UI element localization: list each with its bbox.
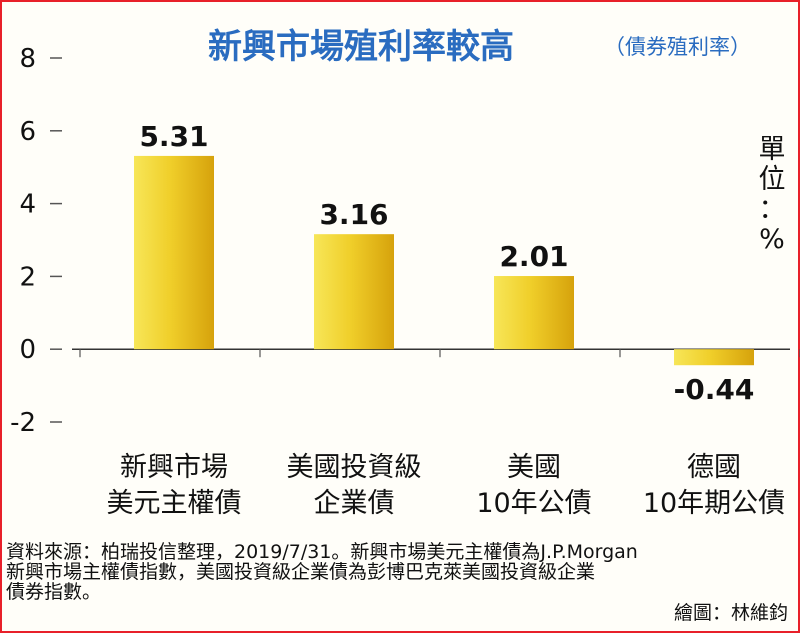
category-label: 新興市場	[120, 452, 228, 483]
category-label: 美國投資級	[287, 452, 422, 483]
value-labels: 5.31 3.16 2.01 -0.44	[139, 120, 754, 406]
category-label: 美國	[507, 452, 561, 483]
unit-label: 單位：%	[759, 134, 786, 255]
unit-char: 位	[759, 164, 786, 195]
bar	[134, 155, 214, 350]
category-label: 美元主權債	[107, 488, 242, 519]
y-tick-label: 8	[19, 44, 36, 74]
y-axis: 8 6 4 2 0 -2	[10, 44, 62, 438]
category-label: 10年期公債	[643, 488, 785, 519]
bar	[494, 276, 574, 350]
chart-subtitle: （債券殖利率）	[604, 35, 751, 59]
source-line-1: 資料來源：柏瑞投信整理，2019/7/31。新興市場美元主權債為J.P.Morg…	[6, 541, 638, 563]
source-line-3: 債券指數。	[6, 581, 102, 603]
value-label: 2.01	[499, 240, 568, 273]
unit-char: ：	[759, 194, 786, 225]
unit-char: 單	[759, 134, 786, 165]
credit: 繪圖：林維鈞	[673, 602, 788, 624]
bar	[314, 234, 394, 350]
chart-title: 新興市場殖利率較高	[208, 27, 514, 67]
y-tick-label: 2	[19, 262, 36, 292]
y-tick-label: -2	[10, 408, 36, 438]
y-tick-label: 4	[19, 190, 36, 220]
value-label: -0.44	[674, 373, 755, 406]
source-note: 資料來源：柏瑞投信整理，2019/7/31。新興市場美元主權債為J.P.Morg…	[6, 542, 796, 602]
source-line-2: 新興市場主權債指數，美國投資級企業債為彭博巴克萊美國投資級企業	[6, 561, 596, 583]
bar	[674, 349, 754, 366]
unit-char: %	[759, 224, 785, 255]
category-label: 企業債	[314, 488, 395, 519]
y-tick-label: 6	[19, 117, 36, 147]
category-labels: 新興市場美元主權債 美國投資級企業債 美國 10年公債 德國 10年期公債	[107, 452, 786, 519]
y-tick-label: 0	[19, 335, 36, 365]
value-label: 5.31	[139, 120, 208, 153]
bars	[79, 155, 800, 366]
value-label: 3.16	[319, 198, 388, 231]
category-label: 10年公債	[476, 488, 591, 519]
category-label: 德國	[687, 452, 741, 483]
